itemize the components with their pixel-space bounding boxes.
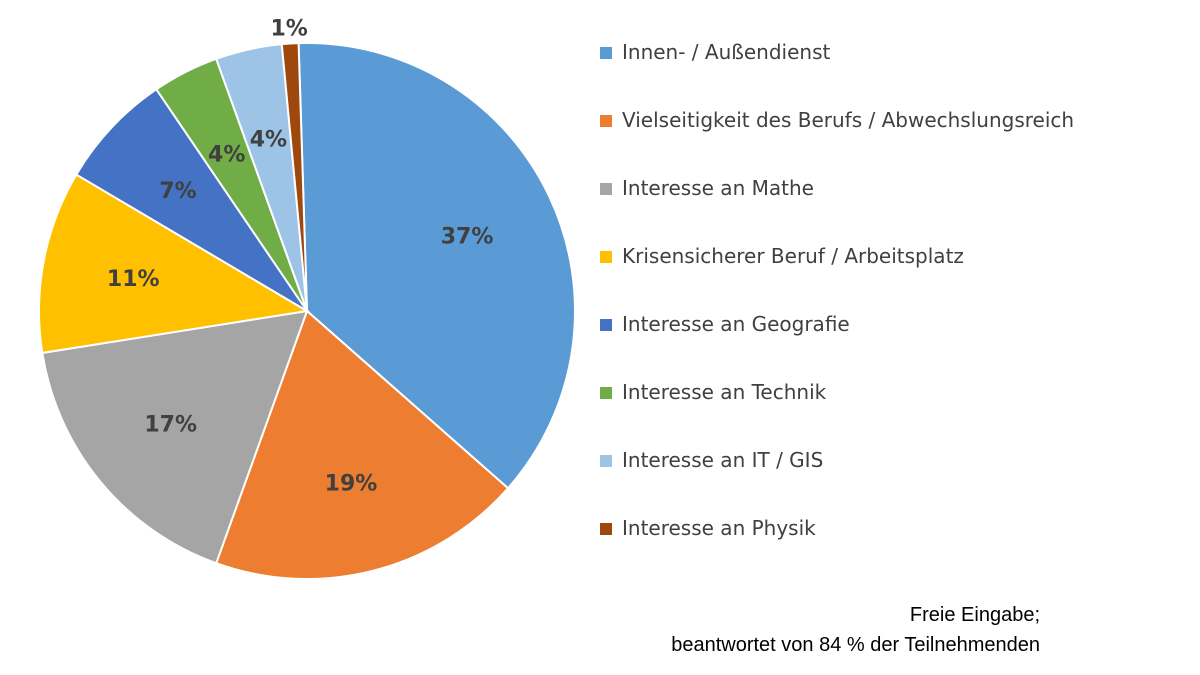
legend-label: Interesse an Physik xyxy=(622,516,816,540)
pie-chart: 37% 19% 17% 11% 7% 4%4% 1% xyxy=(38,17,576,580)
legend-swatch xyxy=(600,115,612,127)
legend-label: Interesse an Mathe xyxy=(622,176,814,200)
data-label-2: 19% xyxy=(325,471,378,496)
legend-label: Interesse an Geografie xyxy=(622,312,850,336)
legend-label: Vielseitigkeit des Berufs / Abwechslungs… xyxy=(622,108,1075,132)
legend-swatch xyxy=(600,251,612,263)
pie-slice-1 xyxy=(297,42,576,490)
data-label-4: 11% xyxy=(107,267,160,292)
data-label-7: 4% xyxy=(250,127,287,152)
pie-slice-5 xyxy=(74,87,308,312)
legend-label: Interesse an Technik xyxy=(622,380,827,404)
data-label-8: 1% xyxy=(270,17,307,42)
legend-label: Interesse an IT / GIS xyxy=(622,448,824,472)
data-label-5: 7% xyxy=(159,179,196,204)
pie-slice-4 xyxy=(38,173,310,355)
data-label-3: 17% xyxy=(144,413,197,438)
legend-swatch xyxy=(600,47,612,59)
pie-slice-2 xyxy=(214,309,510,580)
legend-swatch xyxy=(600,183,612,195)
pie-slice-3 xyxy=(41,309,309,565)
legend-swatch xyxy=(600,387,612,399)
legend-label: Krisensicherer Beruf / Arbeitsplatz xyxy=(622,244,964,268)
data-label-1: 37% xyxy=(441,225,494,250)
data-label-6: 4% xyxy=(208,142,245,167)
legend-label: Innen- / Außendienst xyxy=(622,40,831,64)
legend-swatch xyxy=(600,455,612,467)
footnote-line-2: beantwortet von 84 % der Teilnehmenden xyxy=(671,634,1040,656)
legend-swatch xyxy=(600,523,612,535)
footnote: Freie Eingabe; beantwortet von 84 % der … xyxy=(671,600,1040,660)
legend-swatch xyxy=(600,319,612,331)
footnote-line-1: Freie Eingabe; xyxy=(909,604,1040,626)
pie-slice-8 xyxy=(280,42,308,312)
